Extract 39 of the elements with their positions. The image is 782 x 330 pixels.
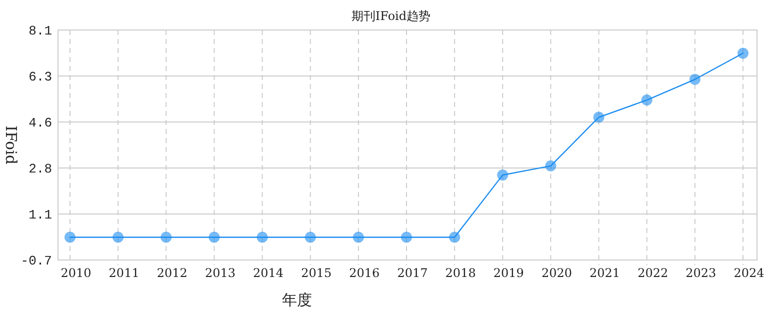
y-tick-label: 6.3 <box>28 70 52 85</box>
x-tick-label: 2016 <box>349 266 380 280</box>
y-tick-label: -0.7 <box>20 254 52 269</box>
x-tick-label: 2014 <box>253 266 284 280</box>
y-tick-label: 4.6 <box>28 116 52 131</box>
point <box>738 48 748 59</box>
x-tick-label: 2011 <box>108 266 140 280</box>
point <box>401 232 412 243</box>
x-tick-label: 2012 <box>156 266 188 280</box>
x-tick-label: 2021 <box>590 266 620 280</box>
x-tick-label: 2023 <box>686 266 716 280</box>
x-tick-label: 2015 <box>301 266 332 280</box>
point <box>160 232 172 243</box>
x-tick-label: 2020 <box>541 266 572 280</box>
y-tick-label: 2.8 <box>28 162 52 177</box>
point <box>689 74 700 85</box>
point <box>112 232 124 243</box>
x-tick-label: 2019 <box>493 266 524 280</box>
x-tick-label: 2013 <box>204 266 236 280</box>
point <box>593 112 604 123</box>
x-axis-title: 年度 <box>282 291 312 309</box>
point <box>64 232 76 243</box>
x-tick-label: 2010 <box>60 266 92 280</box>
point <box>449 232 460 243</box>
x-tick-label: 2017 <box>397 266 428 280</box>
y-tick-label: 1.1 <box>28 208 52 223</box>
point <box>641 94 652 106</box>
y-tick-label: 8.1 <box>28 24 52 39</box>
point <box>545 160 556 172</box>
point <box>256 232 268 243</box>
x-tick-label: 2024 <box>734 266 765 280</box>
x-tick-label: 2022 <box>638 266 668 280</box>
point <box>208 232 220 243</box>
chart-title: 期刊IFoid趋势 <box>351 9 431 23</box>
point <box>304 232 316 243</box>
x-tick-label: 2018 <box>445 266 476 280</box>
y-axis-title: IFoid <box>2 126 20 165</box>
point <box>497 170 508 181</box>
point <box>352 232 364 243</box>
